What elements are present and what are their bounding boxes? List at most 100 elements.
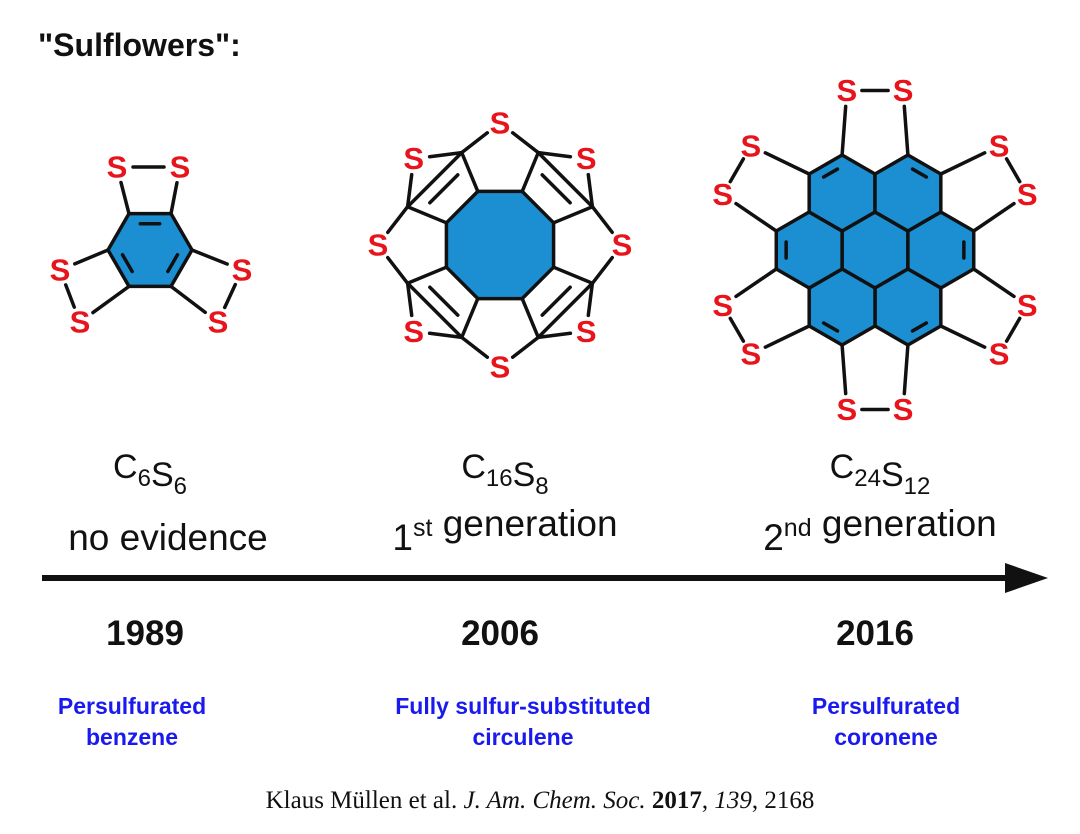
- formula: C24S12: [830, 448, 931, 500]
- molecule-name: Persulfurated: [58, 693, 206, 719]
- ordinal-suffix: st: [413, 514, 433, 542]
- c-s-bond: [459, 335, 490, 359]
- c-s-bond: [190, 248, 229, 266]
- cite-journal: J. Am. Chem. Soc.: [463, 787, 645, 814]
- octagon-ring: [444, 189, 556, 301]
- element: C: [461, 448, 486, 486]
- c-s-bond: [939, 151, 987, 176]
- c-s-bond: [91, 284, 131, 315]
- c-s-bond: [73, 248, 110, 266]
- c-s-bond: [734, 267, 779, 299]
- generation-label: 1st generation: [392, 503, 617, 558]
- sulfur-atom: S: [576, 141, 597, 176]
- sulfur-atom: S: [170, 150, 191, 185]
- ordinal-number: 1: [392, 517, 413, 558]
- subscript: 16: [486, 465, 513, 492]
- c-s-bond: [902, 343, 910, 396]
- c-s-bond: [971, 267, 1016, 299]
- element: C: [113, 448, 138, 486]
- c-s-bond: [763, 324, 811, 349]
- c-s-bond: [427, 331, 464, 340]
- element: C: [830, 448, 855, 486]
- c-s-bond: [459, 131, 490, 155]
- ordinal-suffix: nd: [784, 514, 812, 542]
- year: 1989: [106, 614, 184, 653]
- sulfur-atom: S: [712, 177, 733, 212]
- sulfur-atom: S: [208, 305, 229, 340]
- s-s-bond: [728, 316, 746, 343]
- coronene-ring: [807, 153, 877, 233]
- generation-text: generation: [443, 503, 618, 544]
- formula: C6S6: [113, 448, 187, 500]
- c-c-bond: [405, 281, 464, 340]
- c-s-bond: [510, 131, 541, 155]
- generation-text: generation: [822, 503, 997, 544]
- c-s-bond: [840, 104, 848, 157]
- sulfur-atom: S: [989, 337, 1010, 372]
- s-s-bond: [63, 283, 77, 309]
- c-c-bond: [536, 150, 595, 209]
- subscript: 24: [854, 465, 881, 492]
- sulfur-atom: S: [1017, 177, 1038, 212]
- cite-year: 2017: [652, 787, 702, 814]
- sulfur-atom: S: [490, 106, 511, 141]
- formula: C16S8: [461, 448, 548, 500]
- s-s-bond: [728, 157, 746, 184]
- double-bond: [540, 285, 572, 317]
- coronene-ring: [873, 153, 943, 233]
- year: 2016: [836, 614, 914, 653]
- s-s-bond: [1004, 157, 1022, 184]
- c-s-bond: [590, 204, 614, 235]
- molecule-name: Persulfurated: [812, 693, 960, 719]
- c-s-bond: [971, 201, 1016, 233]
- double-bond: [821, 321, 840, 333]
- sulfur-atom: S: [741, 128, 762, 163]
- element: S: [513, 456, 536, 494]
- c-s-bond: [405, 281, 414, 318]
- molecule-name: circulene: [473, 724, 574, 750]
- sulfur-atom: S: [403, 141, 424, 176]
- double-bond: [910, 321, 929, 333]
- c-s-bond: [386, 255, 410, 286]
- molecule-name: coronene: [834, 724, 938, 750]
- cite-volume: 139: [714, 787, 752, 814]
- element: S: [151, 456, 174, 494]
- c-s-bond: [590, 255, 614, 286]
- c-s-bond: [169, 284, 207, 315]
- sulfur-atom: S: [232, 253, 253, 288]
- subscript: 6: [138, 465, 151, 492]
- c-c-bond: [551, 265, 595, 286]
- molecule-name: Fully sulfur-substituted: [395, 693, 651, 719]
- c-s-bond: [536, 331, 573, 340]
- element: S: [881, 456, 904, 494]
- c-c-bond: [459, 150, 480, 194]
- cite-pages: 2168: [764, 787, 814, 814]
- c-s-bond: [510, 335, 541, 359]
- c-s-bond: [427, 150, 464, 159]
- sulfur-atom: S: [837, 73, 858, 108]
- double-bond: [428, 285, 460, 317]
- generation-label: 2nd generation: [763, 503, 997, 558]
- sulfur-atom: S: [989, 128, 1010, 163]
- citation: Klaus Müllen et al. J. Am. Chem. Soc. 20…: [266, 787, 815, 814]
- cite-authors: Klaus Müllen et al.: [266, 787, 458, 814]
- sulfur-atom: S: [576, 314, 597, 349]
- arrow-head: [1005, 563, 1048, 593]
- c-s-bond: [586, 172, 595, 209]
- subscript: 12: [904, 473, 931, 500]
- double-bond: [540, 173, 572, 205]
- sulfur-atom: S: [403, 314, 424, 349]
- c-s-bond: [536, 150, 573, 159]
- c-s-bond: [169, 180, 179, 216]
- year: 2006: [461, 614, 539, 653]
- c-c-bond: [536, 281, 595, 340]
- ordinal-number: 2: [763, 517, 784, 558]
- sulfur-atom: S: [490, 350, 511, 385]
- double-bond: [120, 252, 134, 274]
- double-bond: [821, 167, 840, 179]
- generation-label: no evidence: [68, 517, 268, 558]
- c-c-bond: [520, 296, 541, 340]
- c-c-bond: [405, 265, 449, 286]
- generation-text: no evidence: [68, 517, 268, 558]
